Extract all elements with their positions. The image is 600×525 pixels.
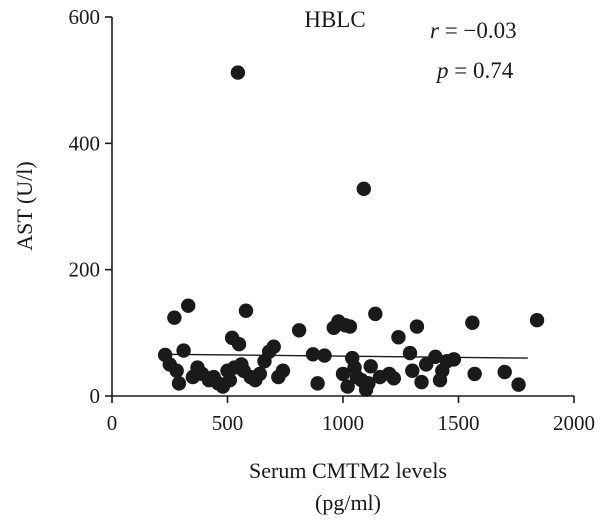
annotation-r-symbol: r bbox=[430, 18, 440, 43]
chart-title: HBLC bbox=[304, 7, 365, 32]
x-axis-title-line2: (pg/ml) bbox=[315, 490, 381, 515]
data-point bbox=[409, 319, 425, 334]
data-point bbox=[511, 377, 526, 392]
data-point bbox=[340, 379, 355, 394]
y-tick-label: 400 bbox=[69, 131, 101, 155]
data-point bbox=[405, 363, 420, 378]
data-point bbox=[167, 310, 182, 325]
regression-line-group bbox=[167, 353, 528, 359]
y-tick-label: 200 bbox=[69, 258, 101, 282]
data-point bbox=[363, 359, 378, 374]
data-point bbox=[266, 339, 281, 354]
x-axis-title-line1: Serum CMTM2 levels bbox=[249, 458, 447, 483]
annotation-p-value: = 0.74 bbox=[449, 58, 514, 83]
data-point bbox=[231, 337, 247, 352]
data-point bbox=[446, 352, 462, 367]
x-tick-label: 2000 bbox=[553, 411, 595, 435]
annotation-r: r = −0.03 bbox=[430, 18, 517, 43]
y-tick-label: 0 bbox=[90, 384, 101, 408]
data-points bbox=[157, 65, 545, 397]
data-point bbox=[171, 376, 187, 391]
y-tick-label: 600 bbox=[69, 5, 101, 29]
data-point bbox=[275, 363, 291, 378]
x-tick-label: 0 bbox=[107, 411, 118, 435]
data-point bbox=[335, 366, 351, 382]
data-point bbox=[342, 319, 358, 334]
data-point bbox=[497, 364, 512, 380]
data-point bbox=[529, 313, 545, 328]
annotation-p-symbol: p bbox=[435, 58, 449, 83]
data-point bbox=[169, 363, 184, 378]
data-point bbox=[238, 303, 254, 318]
x-tick-label: 1000 bbox=[322, 411, 364, 435]
data-point bbox=[310, 376, 325, 391]
y-axis-title: AST (U/l) bbox=[12, 161, 37, 250]
axes: 0 200 400 600 0 500 1000 1500 2000 bbox=[69, 5, 596, 435]
data-point bbox=[252, 366, 268, 382]
annotation-r-value: = −0.03 bbox=[439, 18, 517, 43]
data-point bbox=[222, 373, 238, 388]
data-point bbox=[291, 323, 307, 338]
data-point bbox=[181, 298, 196, 313]
data-point bbox=[305, 347, 321, 362]
data-point bbox=[402, 345, 418, 361]
x-tick-label: 500 bbox=[212, 411, 244, 435]
x-tick-label: 1500 bbox=[438, 411, 480, 435]
data-point bbox=[414, 374, 429, 390]
data-point bbox=[176, 343, 191, 358]
data-point bbox=[368, 306, 383, 322]
data-point bbox=[356, 181, 371, 197]
data-point bbox=[230, 65, 246, 80]
annotation-p: p = 0.74 bbox=[435, 58, 514, 83]
data-point bbox=[465, 315, 480, 330]
data-point bbox=[361, 376, 376, 391]
regression-line bbox=[167, 353, 528, 359]
data-point bbox=[391, 330, 406, 345]
data-point bbox=[467, 366, 482, 382]
data-point bbox=[386, 371, 402, 386]
